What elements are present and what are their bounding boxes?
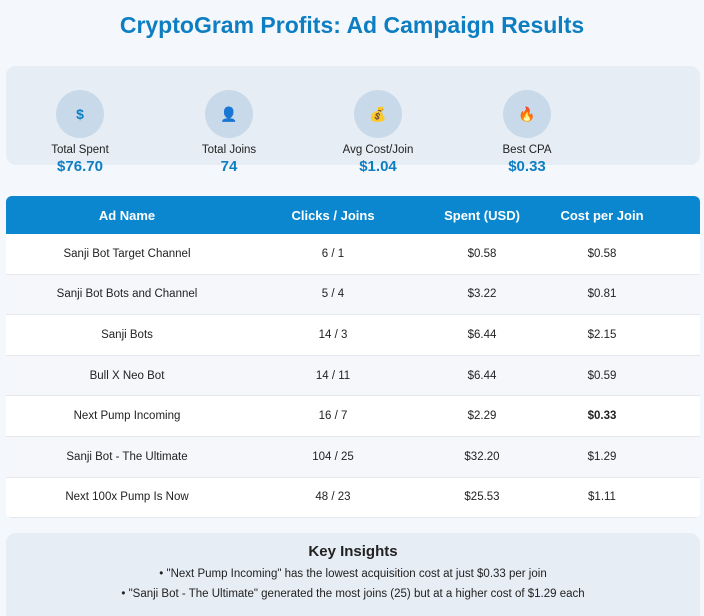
stat-card: 👤 Total Joins 74 <box>169 90 289 175</box>
stat-value: $1.04 <box>359 158 397 175</box>
stat-card: $ Total Spent $76.70 <box>20 90 140 175</box>
stat-card: 💰 Avg Cost/Join $1.04 <box>318 90 438 175</box>
table-cell: Sanji Bot Target Channel <box>63 247 191 260</box>
stat-label: Total Joins <box>201 144 257 156</box>
table-row: Sanji Bot Bots and Channel 5 / 4 $3.22 $0.8… <box>6 274 700 316</box>
table-header: Ad Name Clicks / Joins Spent (USD) Cost per… <box>6 196 700 234</box>
table-cell: 14 / 11 <box>315 369 351 382</box>
column-header: Cost per Join <box>560 207 644 223</box>
table-cell: Sanji Bot - The Ultimate <box>66 450 188 463</box>
table-cell: Bull X Neo Bot <box>89 369 165 382</box>
insight-item: "Sanji Bot - The Ultimate" generated the… <box>6 588 700 600</box>
table-cell: Sanji Bot Bots and Channel <box>56 288 198 301</box>
column-header: Ad Name <box>98 207 156 223</box>
column-header: Clicks / Joins <box>291 207 375 223</box>
table-row: Bull X Neo Bot 14 / 11 $6.44 $0.59 <box>6 355 700 397</box>
column-header: Spent (USD) <box>444 207 520 223</box>
table-cell: 14 / 3 <box>318 328 348 341</box>
stat-label: Total Spent <box>51 144 109 156</box>
table-cell: 104 / 25 <box>312 450 354 463</box>
stat-icon: 💰 <box>354 90 402 138</box>
stat-value: $76.70 <box>57 158 103 175</box>
table-row: Sanji Bot - The Ultimate 104 / 25 $32.20 $1… <box>6 436 700 478</box>
table-cell: Next Pump Incoming <box>73 410 181 423</box>
table-cell: $6.44 <box>467 369 497 382</box>
page-title: CryptoGram Profits: Ad Campaign Results <box>119 12 585 38</box>
stat-label: Avg Cost/Join <box>342 144 414 156</box>
table-row: Sanji Bot Target Channel 6 / 1 $0.58 $0.58 <box>6 234 700 275</box>
stat-icon: 🔥 <box>503 90 551 138</box>
table-cell: $1.29 <box>587 450 617 463</box>
stats-panel: $ Total Spent $76.70 👤 Total Joins 74 💰 Avg Cos… <box>6 66 700 175</box>
insights-title: Key Insights <box>308 543 398 560</box>
table-cell: $25.53 <box>464 491 500 504</box>
table-cell: 16 / 7 <box>318 410 348 423</box>
table-cell: $2.15 <box>587 328 617 341</box>
table-cell: $0.81 <box>587 288 617 301</box>
table-cell: $6.44 <box>467 328 497 341</box>
campaign-table: Ad Name Clicks / Joins Spent (USD) Cost per… <box>6 196 700 519</box>
table-cell: Next 100x Pump Is Now <box>65 491 189 504</box>
insights-panel: Key Insights "Next Pump Incoming" has th… <box>6 533 700 616</box>
table-cell: $32.20 <box>464 450 500 463</box>
insight-item: "Next Pump Incoming" has the lowest acqu… <box>6 568 700 580</box>
table-row: Next 100x Pump Is Now 48 / 23 $25.53 $1.11 <box>6 478 700 519</box>
table-cell: $1.11 <box>588 491 616 504</box>
table-cell: $2.29 <box>467 410 497 423</box>
stat-icon: 👤 <box>205 90 253 138</box>
table-cell: $3.22 <box>467 288 497 301</box>
stat-value: $0.33 <box>508 158 546 175</box>
stat-icon: $ <box>56 90 104 138</box>
table-cell: $0.59 <box>587 369 617 382</box>
table-cell: $0.58 <box>467 247 497 260</box>
table-row: Next Pump Incoming 16 / 7 $2.29 $0.33 <box>6 396 700 437</box>
table-cell: 5 / 4 <box>321 288 345 301</box>
table-cell: Sanji Bots <box>101 328 153 341</box>
stat-value: 74 <box>220 158 238 175</box>
table-row: Sanji Bots 14 / 3 $6.44 $2.15 <box>6 315 700 356</box>
table-cell: $0.33 <box>587 410 617 423</box>
stat-label: Best CPA <box>502 144 552 156</box>
stat-card: 🔥 Best CPA $0.33 <box>467 90 587 175</box>
table-cell: $0.58 <box>587 247 617 260</box>
table-cell: 48 / 23 <box>315 491 351 504</box>
table-cell: 6 / 1 <box>321 247 345 260</box>
